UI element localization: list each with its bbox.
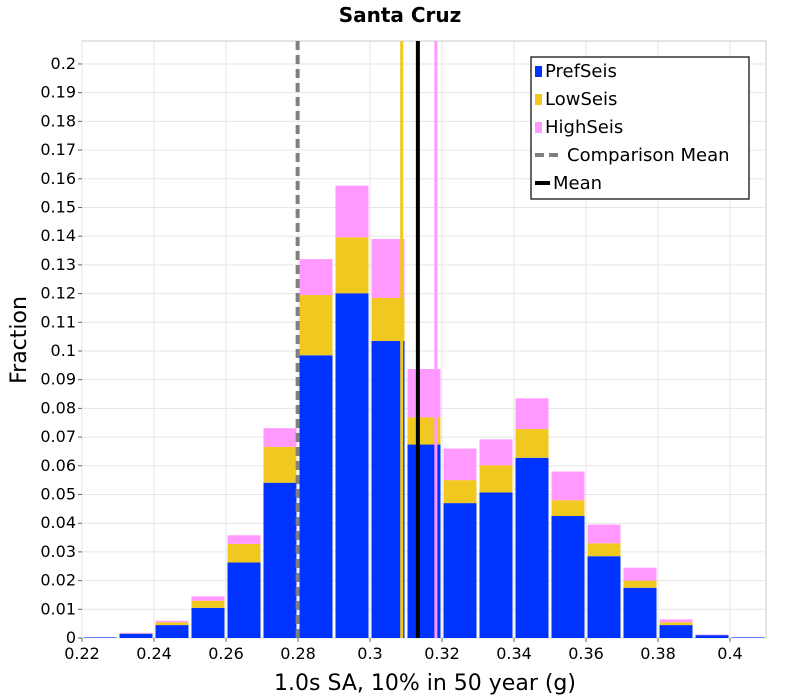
legend-prefseis-swatch <box>535 66 542 77</box>
x-tick-label: 0.36 <box>568 644 604 663</box>
y-tick-label: 0.02 <box>40 571 76 590</box>
bar-prefseis-0.225 <box>83 637 117 638</box>
bar-prefseis-0.275 <box>263 482 297 638</box>
bar-highseis-0.305 <box>371 239 405 298</box>
bar-prefseis-0.355 <box>551 516 585 638</box>
y-tick-label: 0.06 <box>40 456 76 475</box>
bar-prefseis-0.375 <box>623 587 657 638</box>
bar-highseis-0.245 <box>155 620 189 623</box>
y-tick-label: 0.08 <box>40 398 76 417</box>
bar-prefseis-0.365 <box>587 556 621 638</box>
bar-lowseis-0.285 <box>299 295 333 356</box>
bar-prefseis-0.235 <box>119 633 153 638</box>
bar-prefseis-0.285 <box>299 355 333 638</box>
x-tick-label: 0.38 <box>640 644 676 663</box>
bar-highseis-0.325 <box>443 448 477 481</box>
legend-lowseis-swatch <box>535 94 542 105</box>
legend-prefseis-label: PrefSeis <box>545 61 617 82</box>
bar-prefseis-0.245 <box>155 625 189 638</box>
bar-highseis-0.285 <box>299 259 333 296</box>
bar-prefseis-0.385 <box>659 625 693 638</box>
y-tick-label: 0.03 <box>40 542 76 561</box>
bar-prefseis-0.305 <box>371 340 405 638</box>
y-tick-label: 0.14 <box>40 226 76 245</box>
bar-lowseis-0.275 <box>263 446 297 483</box>
x-tick-label: 0.3 <box>357 644 382 663</box>
x-tick-label: 0.22 <box>64 644 100 663</box>
y-tick-label: 0.1 <box>51 341 76 360</box>
legend-lowseis-label: LowSeis <box>545 89 617 110</box>
y-tick-label: 0.17 <box>40 140 76 159</box>
bars-group <box>83 185 765 638</box>
y-tick-label: 0.04 <box>40 513 76 532</box>
x-tick-label: 0.32 <box>424 644 460 663</box>
x-axis-ticks: 0.22 0.24 0.26 0.28 0.3 0.32 0.34 0.36 0.38 0.4 <box>64 638 743 663</box>
bar-highseis-0.335 <box>479 439 513 466</box>
bar-prefseis-0.335 <box>479 492 513 638</box>
x-axis-label: 1.0s SA, 10% in 50 year (g) <box>274 671 576 696</box>
y-axis-ticks: 0 0.01 0.02 0.03 0.04 0.05 0.06 0.07 0.08 0.09 0.1… <box>40 54 82 647</box>
bar-highseis-0.385 <box>659 619 693 623</box>
chart-title: Santa Cruz <box>339 3 462 27</box>
legend-box <box>530 56 750 200</box>
legend-highseis-label: HighSeis <box>545 117 623 138</box>
y-tick-label: 0.19 <box>40 83 76 102</box>
bar-highseis-0.275 <box>263 428 297 447</box>
bar-prefseis-0.405 <box>731 637 765 638</box>
y-tick-label: 0.09 <box>40 370 76 389</box>
legend: PrefSeis LowSeis HighSeis Comparison Mean Me… <box>530 56 750 200</box>
bar-prefseis-0.325 <box>443 503 477 638</box>
bar-lowseis-0.245 <box>155 622 189 626</box>
x-tick-label: 0.26 <box>208 644 244 663</box>
bar-prefseis-0.295 <box>335 293 369 638</box>
legend-mean-label: Mean <box>553 173 602 194</box>
bar-lowseis-0.325 <box>443 480 477 504</box>
x-tick-label: 0.4 <box>717 644 742 663</box>
y-axis-label: Fraction <box>7 296 32 384</box>
bar-highseis-0.295 <box>335 185 369 238</box>
y-tick-label: 0.01 <box>40 599 76 618</box>
bar-highseis-0.365 <box>587 524 621 544</box>
bar-highseis-0.345 <box>515 398 549 430</box>
bar-prefseis-0.395 <box>695 635 729 638</box>
y-tick-label: 0.13 <box>40 255 76 274</box>
y-tick-label: 0.05 <box>40 484 76 503</box>
y-tick-label: 0 <box>66 628 76 647</box>
bar-prefseis-0.345 <box>515 457 549 638</box>
legend-highseis-swatch <box>535 122 542 133</box>
y-tick-label: 0.16 <box>40 169 76 188</box>
bar-prefseis-0.265 <box>227 562 261 638</box>
y-tick-label: 0.2 <box>51 54 76 73</box>
y-tick-label: 0.12 <box>40 284 76 303</box>
bar-lowseis-0.305 <box>371 297 405 341</box>
bar-lowseis-0.375 <box>623 580 657 588</box>
x-tick-label: 0.24 <box>136 644 172 663</box>
bar-highseis-0.395 <box>695 634 729 636</box>
y-tick-label: 0.11 <box>40 312 76 331</box>
legend-comparison-mean-label: Comparison Mean <box>567 145 730 166</box>
bar-lowseis-0.385 <box>659 622 693 626</box>
mean-lines-group <box>295 41 438 638</box>
bar-lowseis-0.345 <box>515 429 549 458</box>
y-tick-label: 0.15 <box>40 197 76 216</box>
bar-prefseis-0.255 <box>191 607 225 638</box>
bar-lowseis-0.365 <box>587 543 621 557</box>
bar-highseis-0.265 <box>227 535 261 544</box>
bar-lowseis-0.265 <box>227 543 261 563</box>
x-tick-label: 0.34 <box>496 644 532 663</box>
bar-highseis-0.375 <box>623 567 657 581</box>
bar-lowseis-0.295 <box>335 237 369 294</box>
bar-lowseis-0.255 <box>191 600 225 608</box>
y-tick-label: 0.07 <box>40 427 76 446</box>
bar-lowseis-0.335 <box>479 465 513 493</box>
x-tick-label: 0.28 <box>280 644 316 663</box>
bar-highseis-0.355 <box>551 471 585 501</box>
y-tick-label: 0.18 <box>40 111 76 130</box>
bar-highseis-0.255 <box>191 596 225 601</box>
bar-lowseis-0.355 <box>551 500 585 517</box>
bar-highseis-0.235 <box>119 632 153 634</box>
